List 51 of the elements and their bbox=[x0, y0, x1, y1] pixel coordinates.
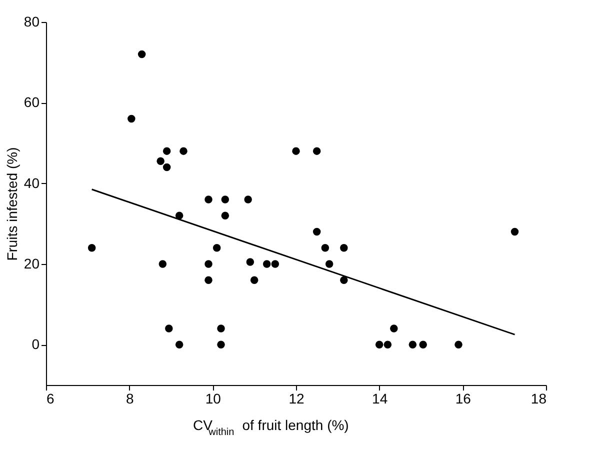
point bbox=[128, 114, 136, 123]
point bbox=[390, 324, 398, 332]
x-tick-label: 6 bbox=[46, 390, 54, 406]
point bbox=[204, 276, 212, 284]
point bbox=[221, 212, 230, 220]
x-tick-label: 8 bbox=[126, 390, 134, 406]
point bbox=[419, 340, 427, 349]
point bbox=[221, 196, 230, 204]
x-tick-label: 16 bbox=[455, 390, 472, 406]
point bbox=[217, 324, 225, 332]
point bbox=[175, 340, 184, 349]
point bbox=[454, 340, 462, 349]
point bbox=[217, 340, 225, 349]
point bbox=[292, 147, 300, 155]
point bbox=[340, 244, 348, 252]
point bbox=[158, 260, 167, 268]
y-tick-label: 60 bbox=[24, 94, 40, 110]
y-tick-label: 0 bbox=[32, 336, 40, 352]
point bbox=[244, 196, 252, 204]
point bbox=[212, 244, 221, 252]
point bbox=[250, 276, 258, 284]
point bbox=[180, 147, 188, 155]
point bbox=[375, 340, 384, 349]
point bbox=[138, 50, 146, 58]
point bbox=[204, 196, 212, 204]
x-tick-label: 10 bbox=[205, 390, 222, 406]
y-axis-title: Fruits infested (%) bbox=[4, 147, 20, 261]
point bbox=[262, 260, 271, 268]
point bbox=[165, 324, 173, 332]
point bbox=[408, 340, 417, 349]
point bbox=[340, 276, 348, 284]
x-tick-label: 12 bbox=[288, 390, 304, 406]
point bbox=[321, 244, 330, 252]
point bbox=[175, 212, 184, 220]
point bbox=[510, 228, 519, 236]
point bbox=[162, 147, 171, 155]
point bbox=[312, 228, 321, 236]
point bbox=[246, 258, 254, 266]
point bbox=[204, 260, 212, 268]
x-tick-label: 14 bbox=[372, 390, 388, 406]
point bbox=[325, 260, 334, 268]
point bbox=[88, 244, 96, 252]
point bbox=[384, 340, 392, 349]
y-tick-label: 80 bbox=[24, 14, 40, 30]
y-tick-label: 40 bbox=[24, 174, 40, 191]
point bbox=[271, 260, 280, 268]
x-tick-label: 18 bbox=[530, 390, 547, 406]
y-tick-label: 20 bbox=[24, 256, 40, 272]
point bbox=[162, 163, 171, 172]
point bbox=[156, 157, 164, 166]
point bbox=[312, 147, 321, 155]
